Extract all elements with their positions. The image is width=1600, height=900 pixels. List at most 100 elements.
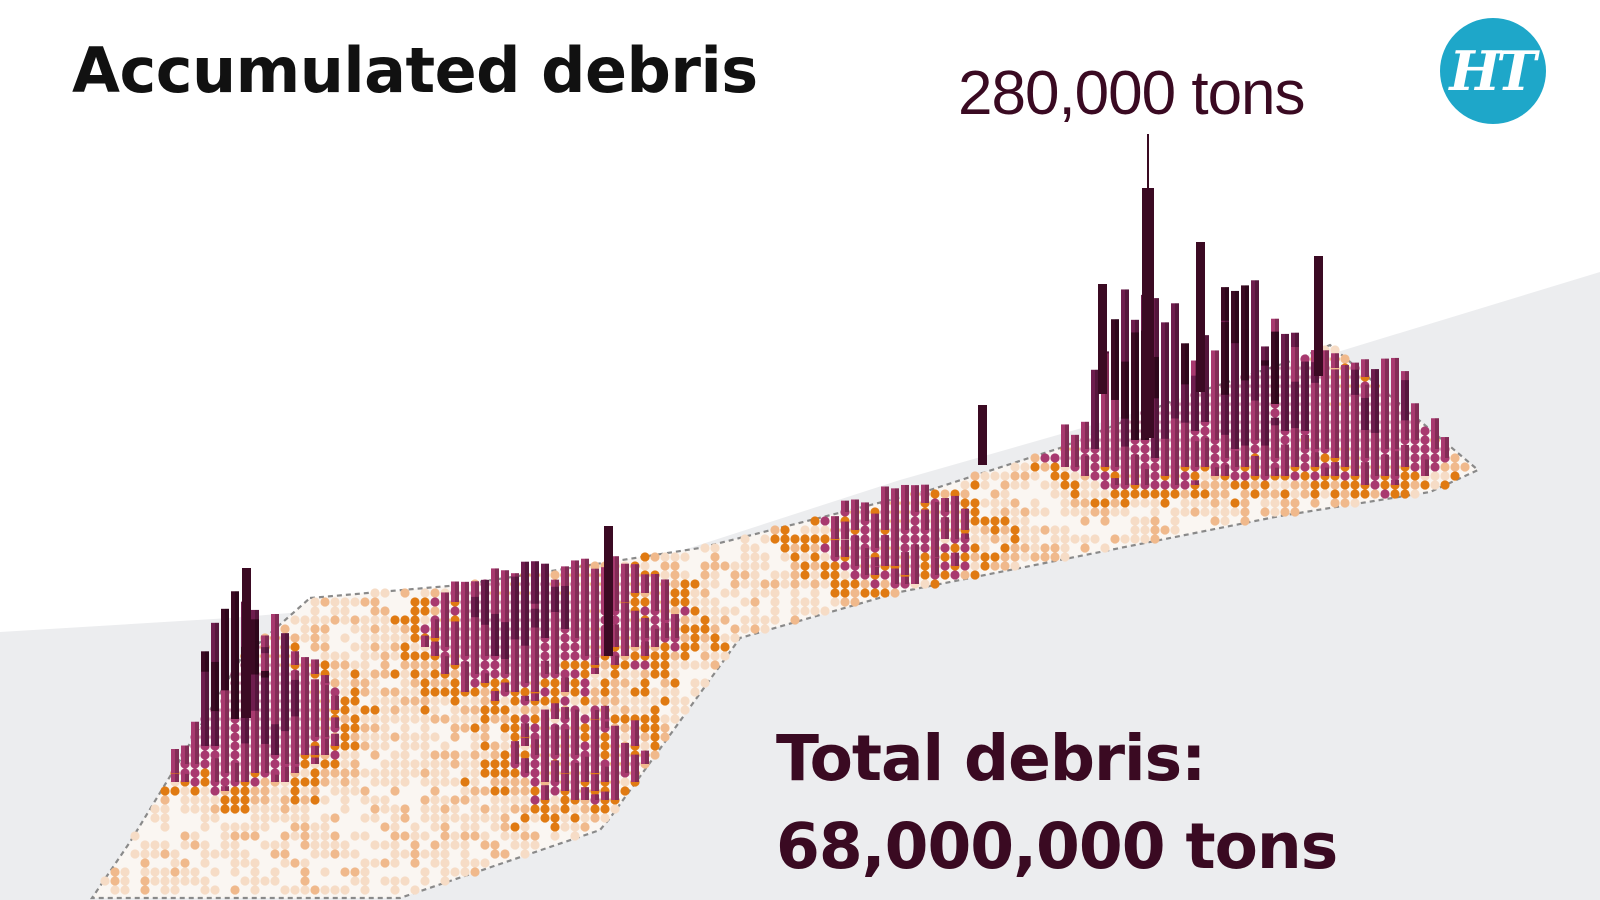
debris-cell xyxy=(350,597,360,607)
debris-cell xyxy=(410,858,420,868)
debris-cell xyxy=(790,588,800,598)
column-shade xyxy=(1085,459,1089,476)
debris-cell xyxy=(390,876,400,886)
column-shade xyxy=(175,773,179,782)
debris-cell xyxy=(710,642,720,652)
debris-column xyxy=(1111,319,1119,431)
column-shade xyxy=(555,727,559,755)
debris-cell xyxy=(1240,471,1250,481)
column-shade xyxy=(575,591,579,620)
debris-cell xyxy=(1040,525,1050,535)
debris-column xyxy=(591,625,599,647)
column-shade xyxy=(1215,467,1219,476)
column-body xyxy=(461,614,469,656)
debris-cell xyxy=(310,597,320,607)
debris-column xyxy=(951,552,959,566)
debris-column xyxy=(631,731,639,746)
debris-cell xyxy=(460,705,470,715)
debris-cell xyxy=(410,642,420,652)
debris-cell xyxy=(1200,489,1210,499)
debris-cell xyxy=(820,579,830,589)
debris-cell xyxy=(1300,471,1310,481)
column-body xyxy=(481,673,489,683)
debris-column xyxy=(491,568,499,629)
debris-cell xyxy=(1100,507,1110,517)
debris-cell xyxy=(560,804,570,814)
column-body xyxy=(441,618,449,638)
column-body xyxy=(241,743,249,773)
debris-column xyxy=(951,516,959,539)
column-body xyxy=(601,705,609,719)
debris-cell xyxy=(630,687,640,697)
debris-column xyxy=(1271,425,1279,449)
debris-cell xyxy=(910,534,920,544)
debris-cell xyxy=(420,750,430,760)
debris-cell xyxy=(820,606,830,616)
debris-cell xyxy=(1190,489,1200,499)
debris-cell xyxy=(460,759,470,769)
debris-column xyxy=(1191,480,1199,485)
debris-cell xyxy=(430,768,440,778)
debris-cell xyxy=(990,561,1000,571)
column-shade xyxy=(1425,459,1429,476)
column-shade xyxy=(875,566,879,575)
debris-cell xyxy=(1230,480,1240,490)
column-shade xyxy=(615,655,619,665)
column-shade xyxy=(955,516,959,539)
debris-cell xyxy=(430,804,440,814)
column-body xyxy=(871,566,879,575)
debris-cell xyxy=(380,795,390,805)
column-shade xyxy=(595,636,599,656)
debris-cell xyxy=(1450,471,1460,481)
debris-column xyxy=(1221,394,1229,449)
debris-cell xyxy=(140,885,150,895)
column-shade xyxy=(945,517,949,539)
debris-cell xyxy=(340,840,350,850)
debris-cell xyxy=(410,885,420,895)
debris-cell xyxy=(330,669,340,679)
debris-cell xyxy=(630,678,640,688)
column-body xyxy=(1241,423,1249,449)
debris-cell xyxy=(180,804,190,814)
debris-cell xyxy=(1140,516,1150,526)
column-shade xyxy=(875,557,879,566)
debris-cell xyxy=(1080,498,1090,508)
debris-cell xyxy=(970,498,980,508)
column-shade xyxy=(445,634,449,647)
column-shade xyxy=(525,758,529,773)
debris-column xyxy=(1241,380,1249,440)
debris-cell xyxy=(340,759,350,769)
debris-cell xyxy=(310,795,320,805)
column-shade xyxy=(1375,457,1379,476)
debris-cell xyxy=(600,696,610,706)
debris-cell xyxy=(500,786,510,796)
column-body xyxy=(1131,364,1139,440)
debris-cell xyxy=(360,633,370,643)
debris-cell xyxy=(630,597,640,607)
debris-cell xyxy=(1100,489,1110,499)
debris-cell xyxy=(1150,480,1160,490)
column-body xyxy=(581,787,589,800)
column-body xyxy=(521,612,529,656)
debris-cell xyxy=(530,705,540,715)
column-body xyxy=(1291,447,1299,467)
debris-cell xyxy=(420,597,430,607)
debris-cell xyxy=(960,543,970,553)
debris-cell xyxy=(360,687,370,697)
debris-cell xyxy=(750,570,760,580)
column-shade xyxy=(625,742,629,764)
column-body xyxy=(641,574,649,584)
debris-cell xyxy=(1060,552,1070,562)
debris-cell xyxy=(250,876,260,886)
debris-column xyxy=(551,760,559,782)
column-shade xyxy=(575,721,579,746)
debris-cell xyxy=(750,552,760,562)
debris-cell xyxy=(430,777,440,787)
debris-column xyxy=(321,685,329,692)
column-body xyxy=(321,712,329,737)
column-body xyxy=(651,597,659,611)
debris-column xyxy=(1361,473,1369,485)
debris-cell xyxy=(150,840,160,850)
column-body xyxy=(531,693,539,701)
column-body xyxy=(591,745,599,773)
